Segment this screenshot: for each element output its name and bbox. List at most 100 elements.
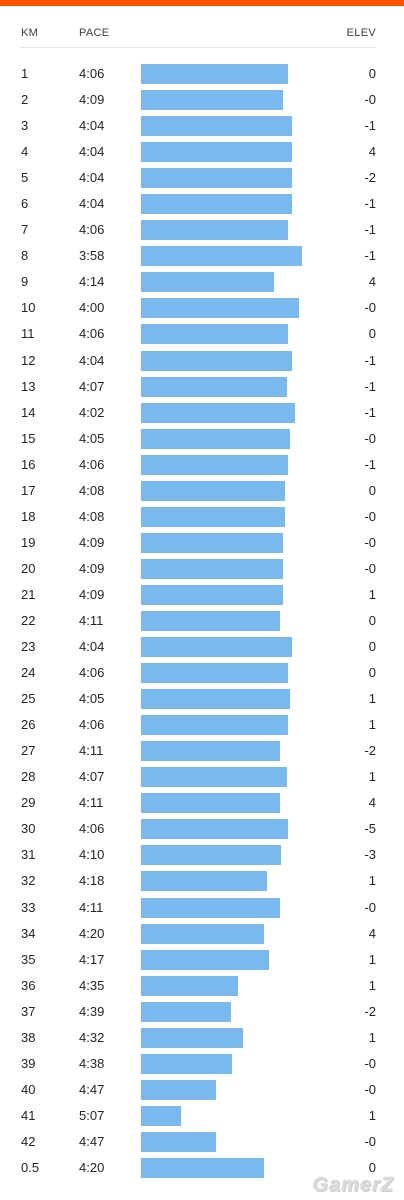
split-pace: 4:47 [79, 1133, 105, 1149]
split-km: 5 [21, 170, 29, 186]
split-pace: 4:04 [79, 118, 105, 134]
watermark: GamerZ [312, 1174, 394, 1196]
pace-bar [141, 142, 292, 163]
pace-bar [141, 1079, 217, 1100]
split-km: 20 [21, 560, 36, 576]
pace-bar [141, 871, 268, 892]
split-elev: 0 [368, 665, 376, 681]
split-elev: -3 [364, 847, 376, 863]
split-row: 9 4:14 4 [0, 269, 404, 295]
split-pace: 4:06 [79, 326, 105, 342]
splits-header: KM PACE ELEV [0, 26, 404, 40]
split-row: 15 4:05 -0 [0, 426, 404, 452]
split-km: 16 [21, 456, 36, 472]
split-row: 25 4:05 1 [0, 686, 404, 712]
split-row: 30 4:06 -5 [0, 816, 404, 842]
split-km: 8 [21, 248, 29, 264]
split-pace: 4:20 [79, 925, 105, 941]
split-elev: 1 [368, 977, 376, 993]
split-km: 2 [21, 92, 29, 108]
splits-list: 1 4:06 0 2 4:09 -0 3 4:04 -1 4 4:04 4 5 4:04 -2 6 4:04 -1… [0, 61, 404, 1181]
split-km: 36 [21, 977, 36, 993]
split-km: 4 [21, 144, 29, 160]
split-pace: 4:04 [79, 144, 105, 160]
split-km: 1 [21, 66, 29, 81]
split-row: 22 4:11 0 [0, 608, 404, 634]
split-row: 42 4:47 -0 [0, 1129, 404, 1155]
pace-bar [141, 845, 282, 866]
split-pace: 4:11 [79, 795, 104, 811]
split-pace: 4:11 [79, 612, 104, 628]
split-pace: 4:04 [79, 352, 105, 368]
pace-bar [141, 480, 285, 501]
split-row: 7 4:06 -1 [0, 217, 404, 243]
split-pace: 4:20 [79, 1159, 105, 1175]
split-elev: 0 [368, 326, 376, 342]
split-pace: 4:04 [79, 196, 105, 212]
split-elev: 4 [368, 795, 376, 811]
split-km: 17 [21, 482, 36, 498]
split-row: 21 4:09 1 [0, 582, 404, 608]
split-km: 31 [21, 847, 36, 863]
split-pace: 4:32 [79, 1029, 105, 1045]
split-km: 25 [21, 691, 36, 707]
split-pace: 4:07 [79, 769, 105, 785]
split-elev: -1 [364, 222, 376, 238]
split-km: 15 [21, 430, 36, 446]
km-column-header: KM [21, 27, 39, 39]
pace-bar [141, 715, 289, 736]
split-row: 0.5 4:20 0 [0, 1155, 404, 1181]
split-pace: 4:11 [79, 899, 104, 915]
split-elev: 1 [368, 1107, 376, 1123]
split-km: 33 [21, 899, 36, 915]
split-row: 20 4:09 -0 [0, 556, 404, 582]
split-km: 24 [21, 665, 36, 681]
split-pace: 4:06 [79, 717, 105, 733]
pace-bar [141, 767, 287, 788]
split-km: 28 [21, 769, 36, 785]
split-km: 23 [21, 639, 36, 655]
split-elev: -0 [364, 1081, 376, 1097]
pace-bar [141, 610, 280, 631]
split-km: 38 [21, 1029, 36, 1045]
split-km: 22 [21, 612, 36, 628]
split-elev: 1 [368, 691, 376, 707]
split-row: 12 4:04 -1 [0, 348, 404, 374]
split-row: 13 4:07 -1 [0, 374, 404, 400]
split-elev: -0 [364, 899, 376, 915]
split-elev: -0 [364, 430, 376, 446]
pace-bar [141, 64, 289, 84]
split-pace: 4:04 [79, 639, 105, 655]
split-elev: -0 [364, 1055, 376, 1071]
pace-bar [141, 532, 284, 553]
split-elev: -2 [364, 743, 376, 759]
split-elev: -0 [364, 508, 376, 524]
split-elev: 0 [368, 612, 376, 628]
split-km: 21 [21, 586, 36, 602]
split-pace: 4:08 [79, 508, 105, 524]
pace-bar [141, 90, 284, 111]
split-elev: -0 [364, 300, 376, 316]
pace-bar [141, 1157, 264, 1178]
split-pace: 4:11 [79, 743, 104, 759]
pace-bar [141, 584, 284, 605]
pace-bar [141, 402, 296, 423]
pace-bar [141, 949, 269, 970]
split-elev: -2 [364, 1003, 376, 1019]
split-pace: 4:06 [79, 222, 105, 238]
split-elev: 0 [368, 639, 376, 655]
split-row: 37 4:39 -2 [0, 999, 404, 1025]
pace-bar [141, 168, 292, 189]
split-elev: -1 [364, 352, 376, 368]
split-row: 27 4:11 -2 [0, 738, 404, 764]
split-elev: 4 [368, 144, 376, 160]
split-elev: 1 [368, 769, 376, 785]
elev-column-header: ELEV [346, 27, 376, 39]
split-km: 10 [21, 300, 36, 316]
split-pace: 4:09 [79, 586, 105, 602]
split-elev: 0 [368, 482, 376, 498]
split-elev: -0 [364, 1133, 376, 1149]
pace-bar [141, 324, 289, 345]
pace-bar [141, 454, 289, 475]
split-pace: 4:06 [79, 821, 105, 837]
